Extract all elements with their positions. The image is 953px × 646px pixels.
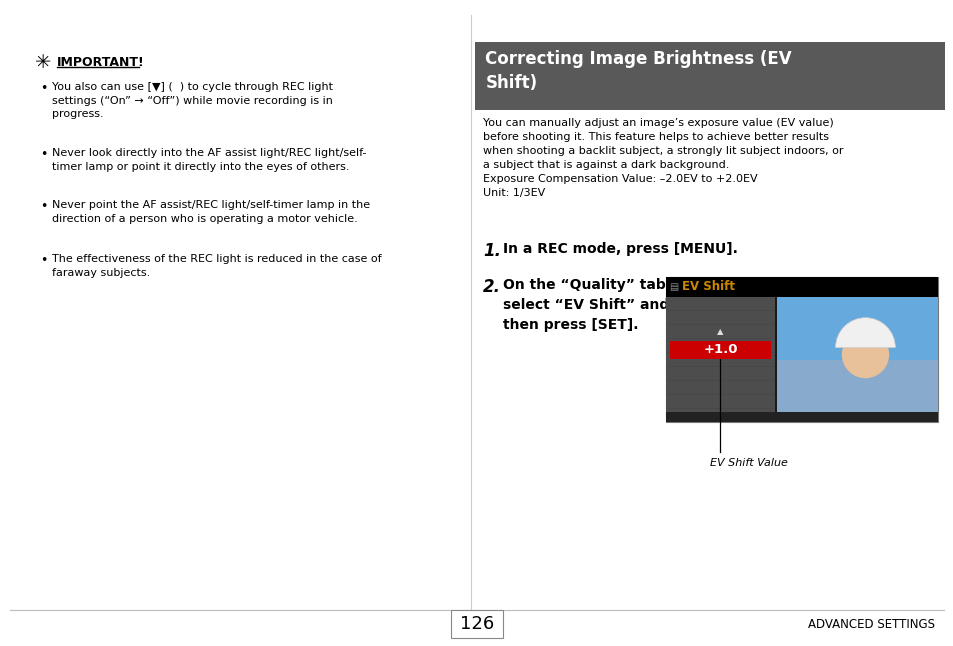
Text: ▲: ▲ [717,327,723,336]
Text: •: • [40,82,48,95]
Text: IMPORTANT!: IMPORTANT! [57,56,145,68]
Text: Correcting Image Brightness (EV
Shift): Correcting Image Brightness (EV Shift) [485,50,791,92]
Bar [665,297,774,310]
Text: •: • [40,254,48,267]
Bar [776,297,937,412]
Bar [665,325,774,338]
Text: On the “Quality” tab,
select “EV Shift” and
then press [SET].: On the “Quality” tab, select “EV Shift” … [503,278,671,332]
Text: ▤: ▤ [668,282,678,292]
Text: a subject that is against a dark background.: a subject that is against a dark backgro… [483,160,729,170]
Wedge shape [835,318,895,348]
Text: when shooting a backlit subject, a strongly lit subject indoors, or: when shooting a backlit subject, a stron… [483,146,842,156]
Bar [665,395,774,408]
Text: In a REC mode, press [MENU].: In a REC mode, press [MENU]. [503,242,738,256]
Bar [665,297,774,412]
Bar [665,412,937,422]
Bar [776,297,937,360]
Text: Never point the AF assist/REC light/self-timer lamp in the
direction of a person: Never point the AF assist/REC light/self… [52,200,370,224]
Text: EV Shift: EV Shift [681,280,734,293]
Text: Unit: 1/3EV: Unit: 1/3EV [483,188,545,198]
Bar [665,367,774,380]
Bar [669,340,770,359]
Text: +1.0: +1.0 [702,343,737,356]
Text: Never look directly into the AF assist light/REC light/self-
timer lamp or point: Never look directly into the AF assist l… [52,148,366,172]
Bar [665,409,774,412]
Bar [665,277,937,422]
Bar [665,311,774,324]
Bar [665,339,774,352]
Bar [665,381,774,394]
Text: ✳: ✳ [35,52,51,72]
Text: 126: 126 [459,615,494,633]
Text: •: • [40,200,48,213]
Text: before shooting it. This feature helps to achieve better results: before shooting it. This feature helps t… [483,132,828,142]
Text: •: • [40,148,48,161]
Bar [665,277,937,297]
Text: Exposure Compensation Value: –2.0EV to +2.0EV: Exposure Compensation Value: –2.0EV to +… [483,174,757,184]
Text: The effectiveness of the REC light is reduced in the case of
faraway subjects.: The effectiveness of the REC light is re… [52,254,381,278]
Text: 2.: 2. [483,278,500,296]
Bar [475,42,944,110]
Circle shape [841,331,887,377]
Text: EV Shift Value: EV Shift Value [710,458,787,468]
Text: You also can use [▼] (  ) to cycle through REC light
settings (“On” → “Off”) whi: You also can use [▼] ( ) to cycle throug… [52,82,333,120]
Text: ADVANCED SETTINGS: ADVANCED SETTINGS [807,618,934,630]
Bar [665,353,774,366]
Bar [451,610,502,638]
Text: 1.: 1. [483,242,500,260]
Text: You can manually adjust an image’s exposure value (EV value): You can manually adjust an image’s expos… [483,118,833,128]
